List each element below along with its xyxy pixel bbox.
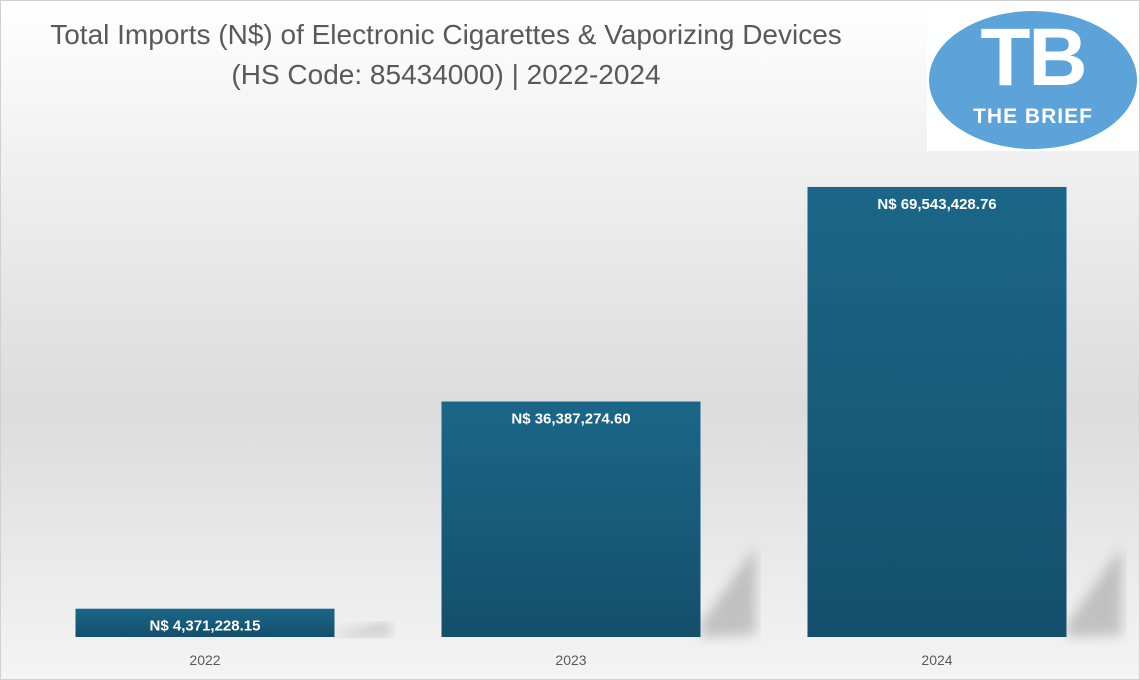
data-label-2024: N$ 69,543,428.76	[877, 196, 996, 213]
chart-title-line-2: (HS Code: 85434000) | 2022-2024	[231, 59, 661, 90]
bar-shadow-2023	[700, 547, 756, 637]
data-label-2022: N$ 4,371,228.15	[150, 618, 261, 635]
bar-2022	[75, 608, 335, 637]
bar-2023	[441, 401, 701, 637]
data-label-2023: N$ 36,387,274.60	[511, 411, 630, 428]
x-tick-label-2023: 2023	[555, 652, 586, 668]
bar-shadow-2022	[334, 622, 390, 637]
chart-title: Total Imports (N$) of Electronic Cigaret…	[1, 15, 891, 95]
logo-name: THE BRIEF	[973, 105, 1093, 128]
bar-shadow-2024	[1066, 547, 1122, 637]
x-tick-label-2022: 2022	[189, 652, 220, 668]
logo-initials: TB	[980, 12, 1087, 103]
chart-title-line-1: Total Imports (N$) of Electronic Cigaret…	[50, 19, 842, 50]
the-brief-logo: TB THE BRIEF	[927, 9, 1139, 151]
x-tick-label-2024: 2024	[921, 652, 952, 668]
bar-2024	[807, 186, 1067, 638]
